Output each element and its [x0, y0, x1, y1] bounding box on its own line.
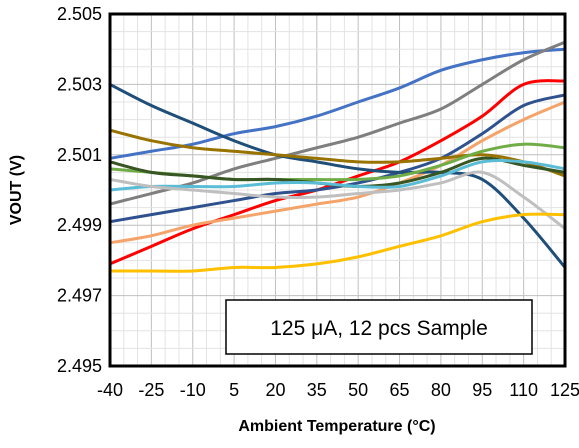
y-tick-label: 2.499: [57, 215, 102, 235]
x-tick-label: -25: [138, 380, 164, 400]
series-line-2: [108, 40, 567, 206]
x-tick-label: 110: [509, 380, 538, 400]
x-tick-label: -40: [97, 380, 123, 400]
x-tick-label: -10: [180, 380, 206, 400]
y-axis-ticks: 2.495 2.497 2.499 2.501 2.503 2.505: [57, 4, 102, 376]
x-tick-label: 125: [550, 380, 579, 400]
x-tick-label: 95: [472, 380, 492, 400]
series-line-5: [108, 100, 567, 245]
y-axis-title: VOUT (V): [8, 155, 25, 225]
series-line-7: [108, 128, 567, 178]
series-line-6: [108, 82, 567, 269]
y-tick-label: 2.503: [57, 74, 102, 94]
annotation-text: 125 μA, 12 pcs Sample: [270, 317, 488, 340]
series-line-11: [108, 170, 567, 231]
y-tick-label: 2.495: [57, 356, 102, 376]
annotation-border: [225, 299, 533, 355]
series-line-3: [108, 79, 567, 266]
series-line-12: [108, 212, 567, 273]
y-tick-label: 2.501: [57, 145, 102, 165]
x-tick-label: 5: [229, 380, 239, 400]
series-line-10: [108, 158, 567, 192]
series-line-1: [108, 47, 567, 160]
x-axis-ticks: -40 -25 -10 5 20 35 50 65 80 95 110 125: [97, 380, 579, 400]
x-tick-label: 50: [348, 380, 368, 400]
x-axis-title: Ambient Temperature (°C): [238, 418, 435, 435]
y-tick-label: 2.497: [57, 286, 102, 306]
x-tick-label: 35: [307, 380, 327, 400]
data-series: [108, 40, 567, 273]
annotation-box: 125 μA, 12 pcs Sample: [225, 299, 533, 355]
series-line-4: [108, 93, 567, 224]
x-tick-label: 65: [390, 380, 410, 400]
x-tick-label: 80: [431, 380, 451, 400]
x-tick-label: 20: [265, 380, 285, 400]
y-tick-label: 2.505: [57, 4, 102, 24]
plot-area-border: [108, 12, 567, 368]
